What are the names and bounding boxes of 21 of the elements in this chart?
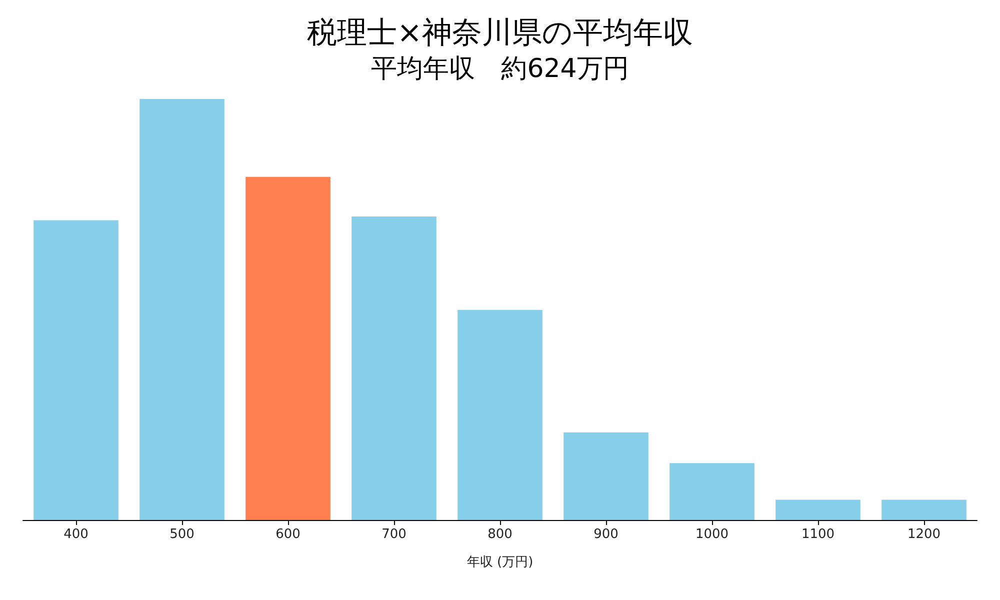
x-tick-label: 600 <box>276 527 300 542</box>
x-tick-label: 1100 <box>801 527 835 542</box>
x-tick-label: 500 <box>170 527 194 542</box>
bar <box>246 176 330 520</box>
bar <box>670 463 754 520</box>
x-tick-label: 1200 <box>907 527 941 542</box>
bar <box>352 216 436 520</box>
bar <box>882 500 966 520</box>
x-tick-label: 400 <box>64 527 88 542</box>
chart-subtitle: 平均年収 約624万円 <box>371 54 629 84</box>
x-tick-label: 1000 <box>695 527 729 542</box>
x-tick-label: 900 <box>594 527 618 542</box>
x-tick-label: 700 <box>382 527 406 542</box>
bar <box>140 99 224 520</box>
x-tick-label: 800 <box>488 527 512 542</box>
bar <box>458 310 542 520</box>
bar <box>34 220 118 520</box>
chart-title: 税理士×神奈川県の平均年収 <box>306 16 694 50</box>
x-axis-title: 年収 (万円) <box>466 555 534 570</box>
bar <box>564 432 648 520</box>
bar <box>776 500 860 520</box>
